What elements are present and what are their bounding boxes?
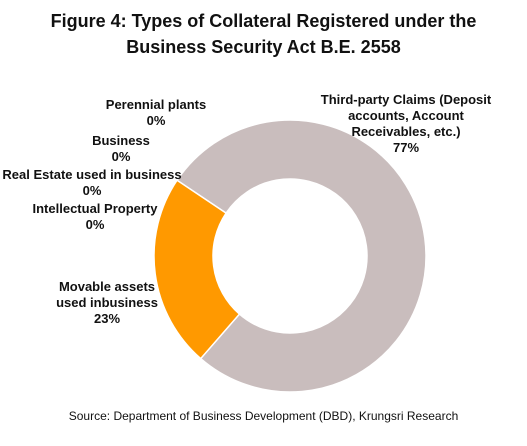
slice-name-line: Real Estate used in business xyxy=(2,167,181,182)
title-text: : Types of Collateral Registered under t… xyxy=(120,11,477,31)
slice-label-4: Business 0% xyxy=(92,133,150,164)
source-note: Source: Department of Business Developme… xyxy=(68,409,459,423)
slice-percent: 77% xyxy=(393,140,419,155)
slice-percent: 0% xyxy=(83,183,102,198)
slice-percent: 0% xyxy=(147,113,166,128)
slice-name-line: used inbusiness xyxy=(56,295,158,310)
slice-name-line: Perennial plants xyxy=(106,97,206,112)
slice-percent: 23% xyxy=(94,311,120,326)
slice-name-line: Intellectual Property xyxy=(33,201,159,216)
slice-label-5: Perennial plants 0% xyxy=(106,97,206,128)
slice-labels: Third-party Claims (Deposit accounts, Acc… xyxy=(2,92,491,326)
slice-label-2: Intellectual Property 0% xyxy=(33,201,159,232)
slice-name-line: Receivables, etc.) xyxy=(351,124,460,139)
figure-number: Figure 4 xyxy=(50,11,121,31)
title-line-2: Business Security Act B.E. 2558 xyxy=(126,37,401,57)
slice-name-line: Third-party Claims (Deposit xyxy=(321,92,492,107)
donut-slices xyxy=(153,119,427,393)
slice-name-line: Movable assets xyxy=(59,279,155,294)
chart-title: Figure 4: Types of Collateral Registered… xyxy=(0,8,527,60)
donut-slice-1 xyxy=(153,179,241,360)
donut-slice-0 xyxy=(176,119,427,393)
slice-percent: 0% xyxy=(86,217,105,232)
slice-name-line: accounts, Account xyxy=(348,108,464,123)
slice-name-line: Business xyxy=(92,133,150,148)
slice-label-0: Third-party Claims (Deposit accounts, Acc… xyxy=(321,92,492,155)
slice-label-3: Real Estate used in business 0% xyxy=(2,167,181,198)
slice-label-1: Movable assets used inbusiness 23% xyxy=(56,279,158,326)
title-line-1: Figure 4: Types of Collateral Registered… xyxy=(0,8,527,34)
slice-percent: 0% xyxy=(112,149,131,164)
